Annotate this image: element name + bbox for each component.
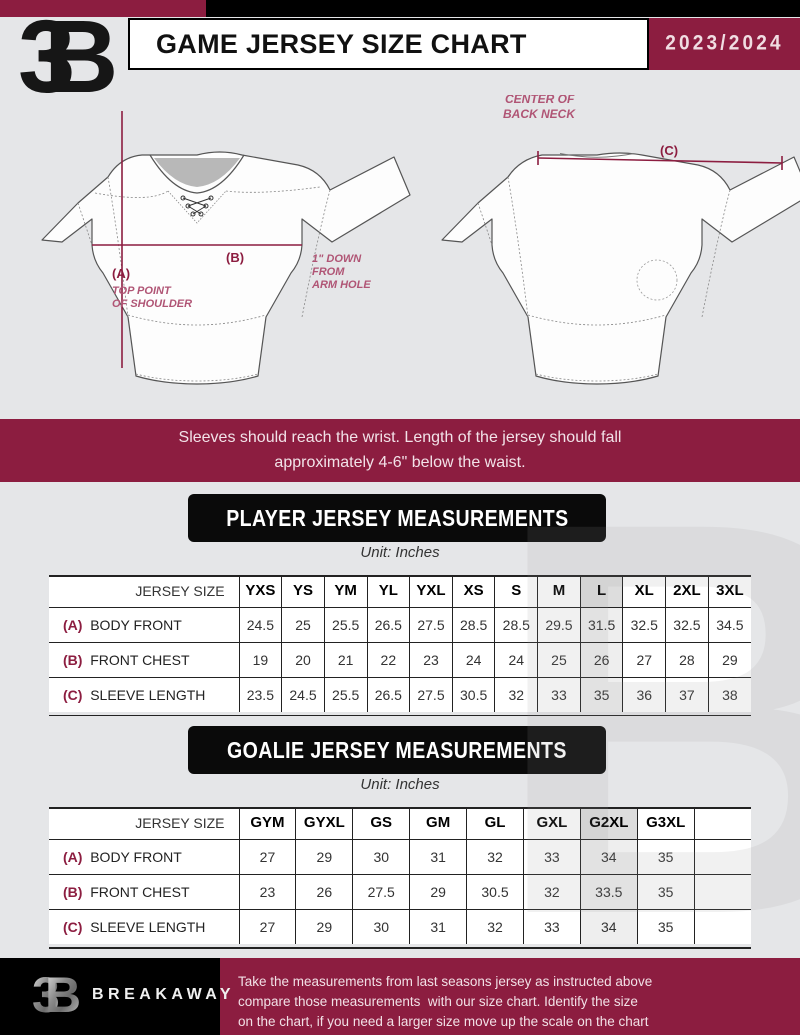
svg-text:B: B [44,9,116,105]
svg-text:(C): (C) [660,143,678,158]
svg-text:FROM: FROM [312,266,345,278]
svg-text:BACK NECK: BACK NECK [503,107,576,121]
svg-text:(B): (B) [226,250,244,265]
svg-text:B: B [45,971,81,1023]
svg-text:ARM HOLE: ARM HOLE [311,279,371,291]
svg-text:OF SHOULDER: OF SHOULDER [112,298,192,310]
svg-text:1" DOWN: 1" DOWN [312,253,362,265]
svg-text:CENTER OF: CENTER OF [505,95,575,106]
svg-text:(A): (A) [112,266,130,281]
svg-text:TOP POINT: TOP POINT [112,285,172,297]
